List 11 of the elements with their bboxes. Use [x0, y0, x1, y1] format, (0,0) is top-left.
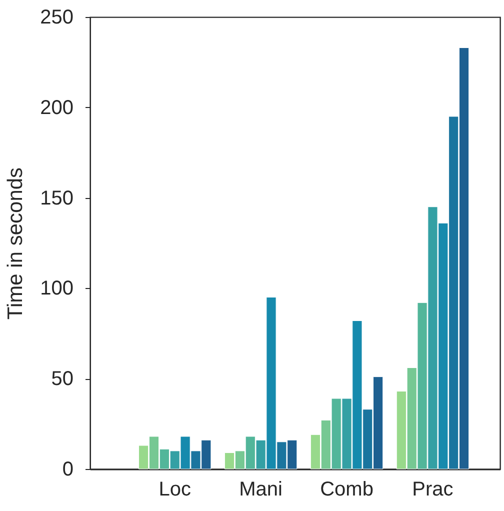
x-tick-label: Loc [158, 478, 191, 500]
x-tick-label: Prac [412, 478, 454, 500]
y-tick-label: 200 [40, 96, 74, 119]
x-tick-label: Mani [239, 478, 282, 500]
y-tick-label: 250 [40, 6, 74, 28]
y-axis-title: Time in seconds [4, 167, 28, 320]
x-tick-label: Comb [320, 478, 374, 500]
y-tick-label: 150 [40, 187, 74, 210]
y-tick-label: 50 [51, 368, 74, 390]
y-tick-label: 0 [62, 458, 74, 480]
y-tick-label: 100 [40, 278, 74, 300]
